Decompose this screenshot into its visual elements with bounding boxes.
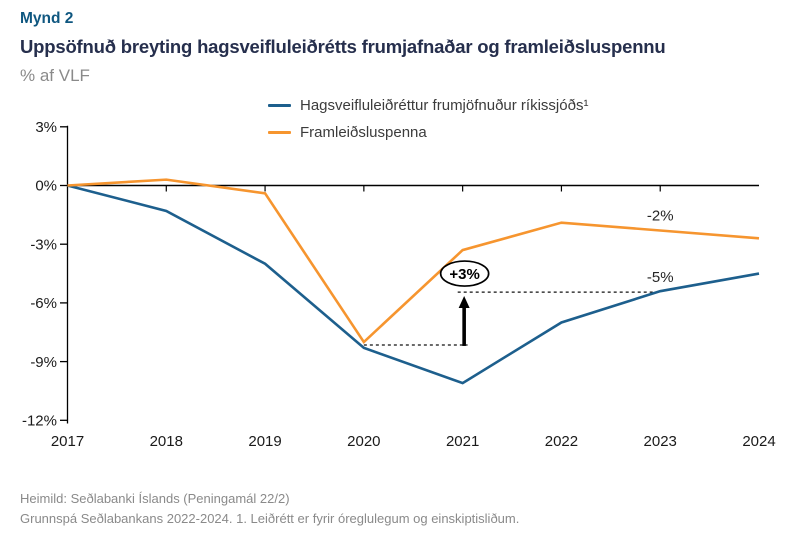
- x-tick-label: 2023: [644, 433, 677, 450]
- bubble-ellipse: [439, 260, 490, 287]
- x-tick-label: 2020: [347, 433, 380, 450]
- x-tick-label: 2022: [545, 433, 578, 450]
- legend-item-primary-balance: Hagsveifluleiðréttur frumjöfnuður ríkiss…: [268, 92, 588, 119]
- chart-legend: Hagsveifluleiðréttur frumjöfnuður ríkiss…: [268, 92, 588, 146]
- x-tick-label: 2018: [150, 433, 183, 450]
- legend-item-output-gap: Framleiðsluspenna: [268, 119, 588, 146]
- y-tick-label: -9%: [30, 354, 57, 371]
- y-tick-label: 0%: [35, 178, 57, 195]
- x-tick-label: 2017: [51, 433, 84, 450]
- chart-title: Uppsöfnuð breyting hagsveifluleiðrétts f…: [20, 36, 666, 57]
- y-tick-label: -6%: [30, 295, 57, 312]
- x-tick-label: 2024: [742, 433, 775, 450]
- y-tick-label: -12%: [22, 413, 57, 430]
- x-tick-label: 2019: [248, 433, 281, 450]
- source-note: Heimild: Seðlabanki Íslands (Peningamál …: [20, 489, 519, 529]
- series-line-1: [67, 178, 760, 345]
- arrow-head-icon: [458, 296, 470, 309]
- legend-swatch-orange-icon: [268, 131, 291, 134]
- legend-swatch-blue-icon: [268, 104, 291, 107]
- legend-label-output-gap: Framleiðsluspenna: [300, 124, 427, 141]
- chart-subtitle: % af VLF: [20, 66, 90, 85]
- x-tick-label: 2021: [446, 433, 479, 450]
- y-tick-label: 3%: [35, 119, 57, 136]
- footnote-line: Grunnspá Seðlabankans 2022-2024. 1. Leið…: [20, 511, 520, 526]
- value-label: -5%: [647, 269, 674, 286]
- series-line-0: [67, 184, 760, 385]
- value-label: -2%: [647, 208, 674, 225]
- source-line: Heimild: Seðlabanki Íslands (Peningamál …: [20, 491, 290, 506]
- y-tick-label: -3%: [30, 236, 57, 253]
- figure-label: Mynd 2: [20, 10, 74, 27]
- bubble-label: +3%: [449, 266, 479, 283]
- legend-label-primary-balance: Hagsveifluleiðréttur frumjöfnuður ríkiss…: [300, 97, 589, 114]
